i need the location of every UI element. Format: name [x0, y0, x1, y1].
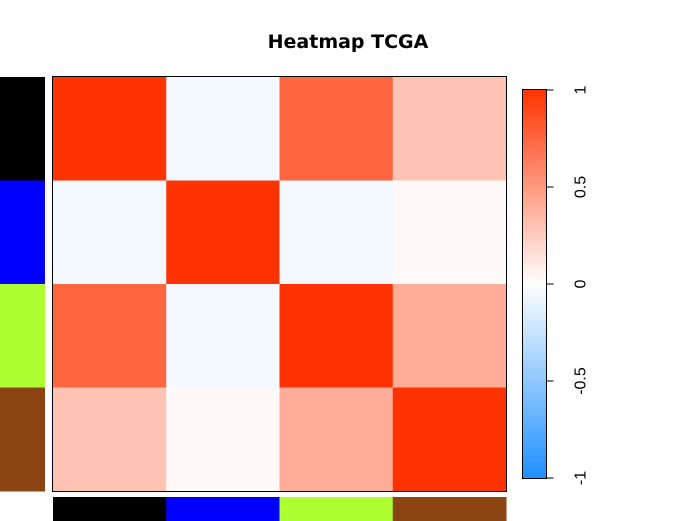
- colorbar-tick-label: 0: [573, 279, 590, 288]
- heatmap-cell-r2-c3: [279, 180, 394, 285]
- column-annotation-1: [53, 497, 167, 521]
- column-annotation-3: [279, 497, 394, 521]
- heatmap-cell-r1-c3: [279, 77, 394, 181]
- colorbar-tick-label: -0.5: [573, 367, 590, 395]
- heatmap-cell-r4-c3: [279, 387, 394, 492]
- heatmap-cell-r4-c2: [166, 387, 280, 492]
- heatmap-cell-r4-c4: [392, 387, 507, 492]
- heatmap-cell-r3-c3: [279, 284, 394, 388]
- heatmap-cell-r1-c4: [392, 77, 507, 181]
- heatmap-cell-r2-c1: [53, 180, 167, 285]
- plot-border: [52, 76, 507, 492]
- heatmap-cell-r2-c4: [392, 180, 507, 285]
- row-annotation-3: [0, 284, 45, 388]
- column-annotation-bar: [53, 497, 507, 521]
- colorbar-axis: -1 -0.5 0 0.5 1: [546, 85, 590, 485]
- heatmap-cell-r4-c1: [53, 387, 167, 492]
- heatmap-cell-r3-c2: [166, 284, 280, 388]
- heatmap-cell-r3-c4: [392, 284, 507, 388]
- row-annotation-4: [0, 387, 45, 492]
- heatmap-cell-r1-c1: [53, 77, 167, 181]
- column-annotation-4: [392, 497, 507, 521]
- heatmap-cell-r2-c2: [166, 180, 280, 285]
- colorbar-tick-label: 0.5: [573, 176, 590, 198]
- heatmap-cells: [53, 77, 507, 492]
- chart-title: Heatmap TCGA: [267, 31, 429, 53]
- column-annotation-2: [166, 497, 280, 521]
- row-annotation-2: [0, 180, 45, 285]
- colorbar-tick-label: -1: [573, 471, 590, 485]
- row-annotation-1: [0, 77, 45, 181]
- colorbar-tick-label: 1: [573, 85, 590, 94]
- colorbar: [522, 89, 547, 479]
- heatmap-cell-r3-c1: [53, 284, 167, 388]
- row-annotation-bar: [0, 77, 45, 492]
- heatmap-cell-r1-c2: [166, 77, 280, 181]
